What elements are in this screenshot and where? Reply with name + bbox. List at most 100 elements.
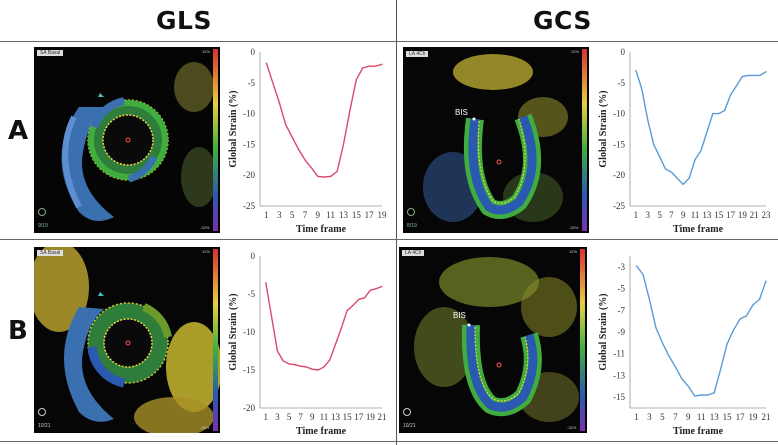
- y-tick-label: -10: [243, 109, 255, 119]
- data-point: [661, 342, 663, 344]
- y-tick-label: -11: [613, 349, 625, 359]
- x-tick-label: 3: [275, 412, 280, 422]
- y-axis-label: Global Strain (%): [228, 90, 239, 167]
- data-point: [765, 71, 767, 73]
- row-label-b: B: [8, 316, 28, 346]
- frame-counter: 10/21: [38, 423, 51, 429]
- x-tick-label: 15: [352, 210, 362, 220]
- data-point: [323, 366, 325, 368]
- scale-min: -32%: [200, 225, 210, 230]
- data-point: [682, 183, 684, 186]
- data-point: [758, 298, 761, 301]
- x-tick-label: 1: [634, 412, 639, 422]
- data-point: [340, 327, 342, 329]
- x-tick-label: 13: [331, 412, 341, 422]
- data-point: [642, 273, 644, 276]
- x-tick-label: 21: [378, 412, 387, 422]
- data-point: [317, 175, 319, 178]
- y-tick-label: -25: [613, 201, 625, 211]
- data-point: [368, 65, 370, 67]
- x-tick-label: 9: [316, 210, 321, 220]
- data-point: [706, 131, 708, 133]
- x-tick-label: 3: [277, 210, 282, 220]
- data-point: [670, 171, 672, 173]
- x-axis-label: Time frame: [673, 224, 724, 235]
- y-tick-label: -5: [618, 284, 626, 294]
- row-divider: [0, 239, 778, 240]
- data-point: [342, 143, 345, 145]
- data-point: [745, 315, 748, 317]
- y-tick-label: -15: [243, 139, 255, 149]
- view-tag[interactable]: LA 4Ch: [402, 250, 425, 256]
- data-point: [375, 288, 377, 290]
- data-point: [674, 366, 676, 368]
- data-point: [635, 69, 637, 72]
- data-point: [285, 124, 287, 126]
- mri-image-b-gls: SA Basal 10/21 12% -32%: [34, 247, 220, 433]
- data-point: [282, 360, 284, 362]
- data-point: [759, 74, 761, 77]
- view-tag[interactable]: LA 4Ch: [406, 51, 429, 57]
- data-point: [352, 304, 354, 306]
- x-tick-label: 15: [343, 412, 353, 422]
- y-tick-label: -20: [243, 403, 255, 413]
- data-point: [713, 392, 715, 394]
- column-header-gls: GLS: [156, 6, 212, 35]
- frame-counter: 10/21: [403, 423, 416, 429]
- mri-image-b-gcs: LA 4Ch BIS 10/21 12% -32%: [399, 247, 587, 433]
- chart-a-gls: 0 -5 -10 -15 -20 -25 1 3 5 7 9 11 13 15 17 19 Time frame…: [222, 44, 388, 238]
- data-point: [381, 285, 383, 287]
- data-point: [765, 280, 767, 282]
- y-tick-label: -15: [613, 392, 625, 402]
- data-point: [317, 369, 319, 371]
- x-tick-label: 1: [264, 210, 269, 220]
- y-tick-label: -15: [243, 365, 255, 375]
- scale-min: -32%: [569, 225, 579, 230]
- data-point: [294, 364, 296, 366]
- data-point: [272, 82, 274, 84]
- x-tick-label: 3: [645, 210, 650, 220]
- data-point: [664, 168, 667, 170]
- view-tag[interactable]: SA Basal: [37, 50, 64, 56]
- data-point: [363, 297, 366, 299]
- x-tick-label: 23: [762, 210, 772, 220]
- y-tick-label: -3: [618, 262, 626, 272]
- data-point: [278, 101, 280, 104]
- data-point: [658, 156, 661, 158]
- y-tick-label: -5: [618, 78, 626, 88]
- y-tick-label: -13: [613, 370, 625, 380]
- data-point: [330, 175, 332, 178]
- header-divider: [0, 41, 778, 42]
- y-tick-label: 0: [251, 251, 256, 261]
- x-tick-label: 19: [749, 412, 759, 422]
- strain-series-line: [265, 62, 383, 178]
- x-tick-label: 9: [686, 412, 691, 422]
- bis-label: BIS: [453, 311, 466, 320]
- y-tick-label: -25: [243, 201, 255, 211]
- x-tick-label: 1: [634, 210, 639, 220]
- y-axis-label: Global Strain (%): [598, 293, 609, 370]
- y-tick-label: -7: [618, 305, 626, 315]
- data-point: [265, 62, 268, 64]
- x-tick-label: 7: [303, 210, 308, 220]
- x-tick-label: 21: [750, 210, 759, 220]
- data-point: [647, 119, 649, 121]
- scale-min: -32%: [567, 425, 577, 430]
- x-tick-label: 5: [657, 210, 662, 220]
- chart-b-gls: 0 -5 -10 -15 -20 1 3 5 7 9 11 13 15 17 19 21 Time frame G…: [222, 244, 388, 440]
- y-tick-label: -15: [613, 139, 625, 149]
- x-tick-label: 5: [290, 210, 295, 220]
- data-point: [265, 282, 267, 284]
- x-tick-label: 11: [326, 210, 335, 220]
- scale-max: 12%: [202, 49, 211, 54]
- data-point: [718, 113, 720, 115]
- bottom-divider: [0, 441, 778, 442]
- view-tag[interactable]: SA Basal: [37, 250, 64, 256]
- strain-series-line: [635, 265, 767, 397]
- row-label-a: A: [8, 116, 29, 146]
- data-point: [369, 289, 371, 291]
- y-tick-label: 0: [251, 47, 256, 57]
- center-divider: [396, 0, 397, 445]
- y-tick-label: -5: [248, 78, 256, 88]
- data-point: [720, 368, 722, 370]
